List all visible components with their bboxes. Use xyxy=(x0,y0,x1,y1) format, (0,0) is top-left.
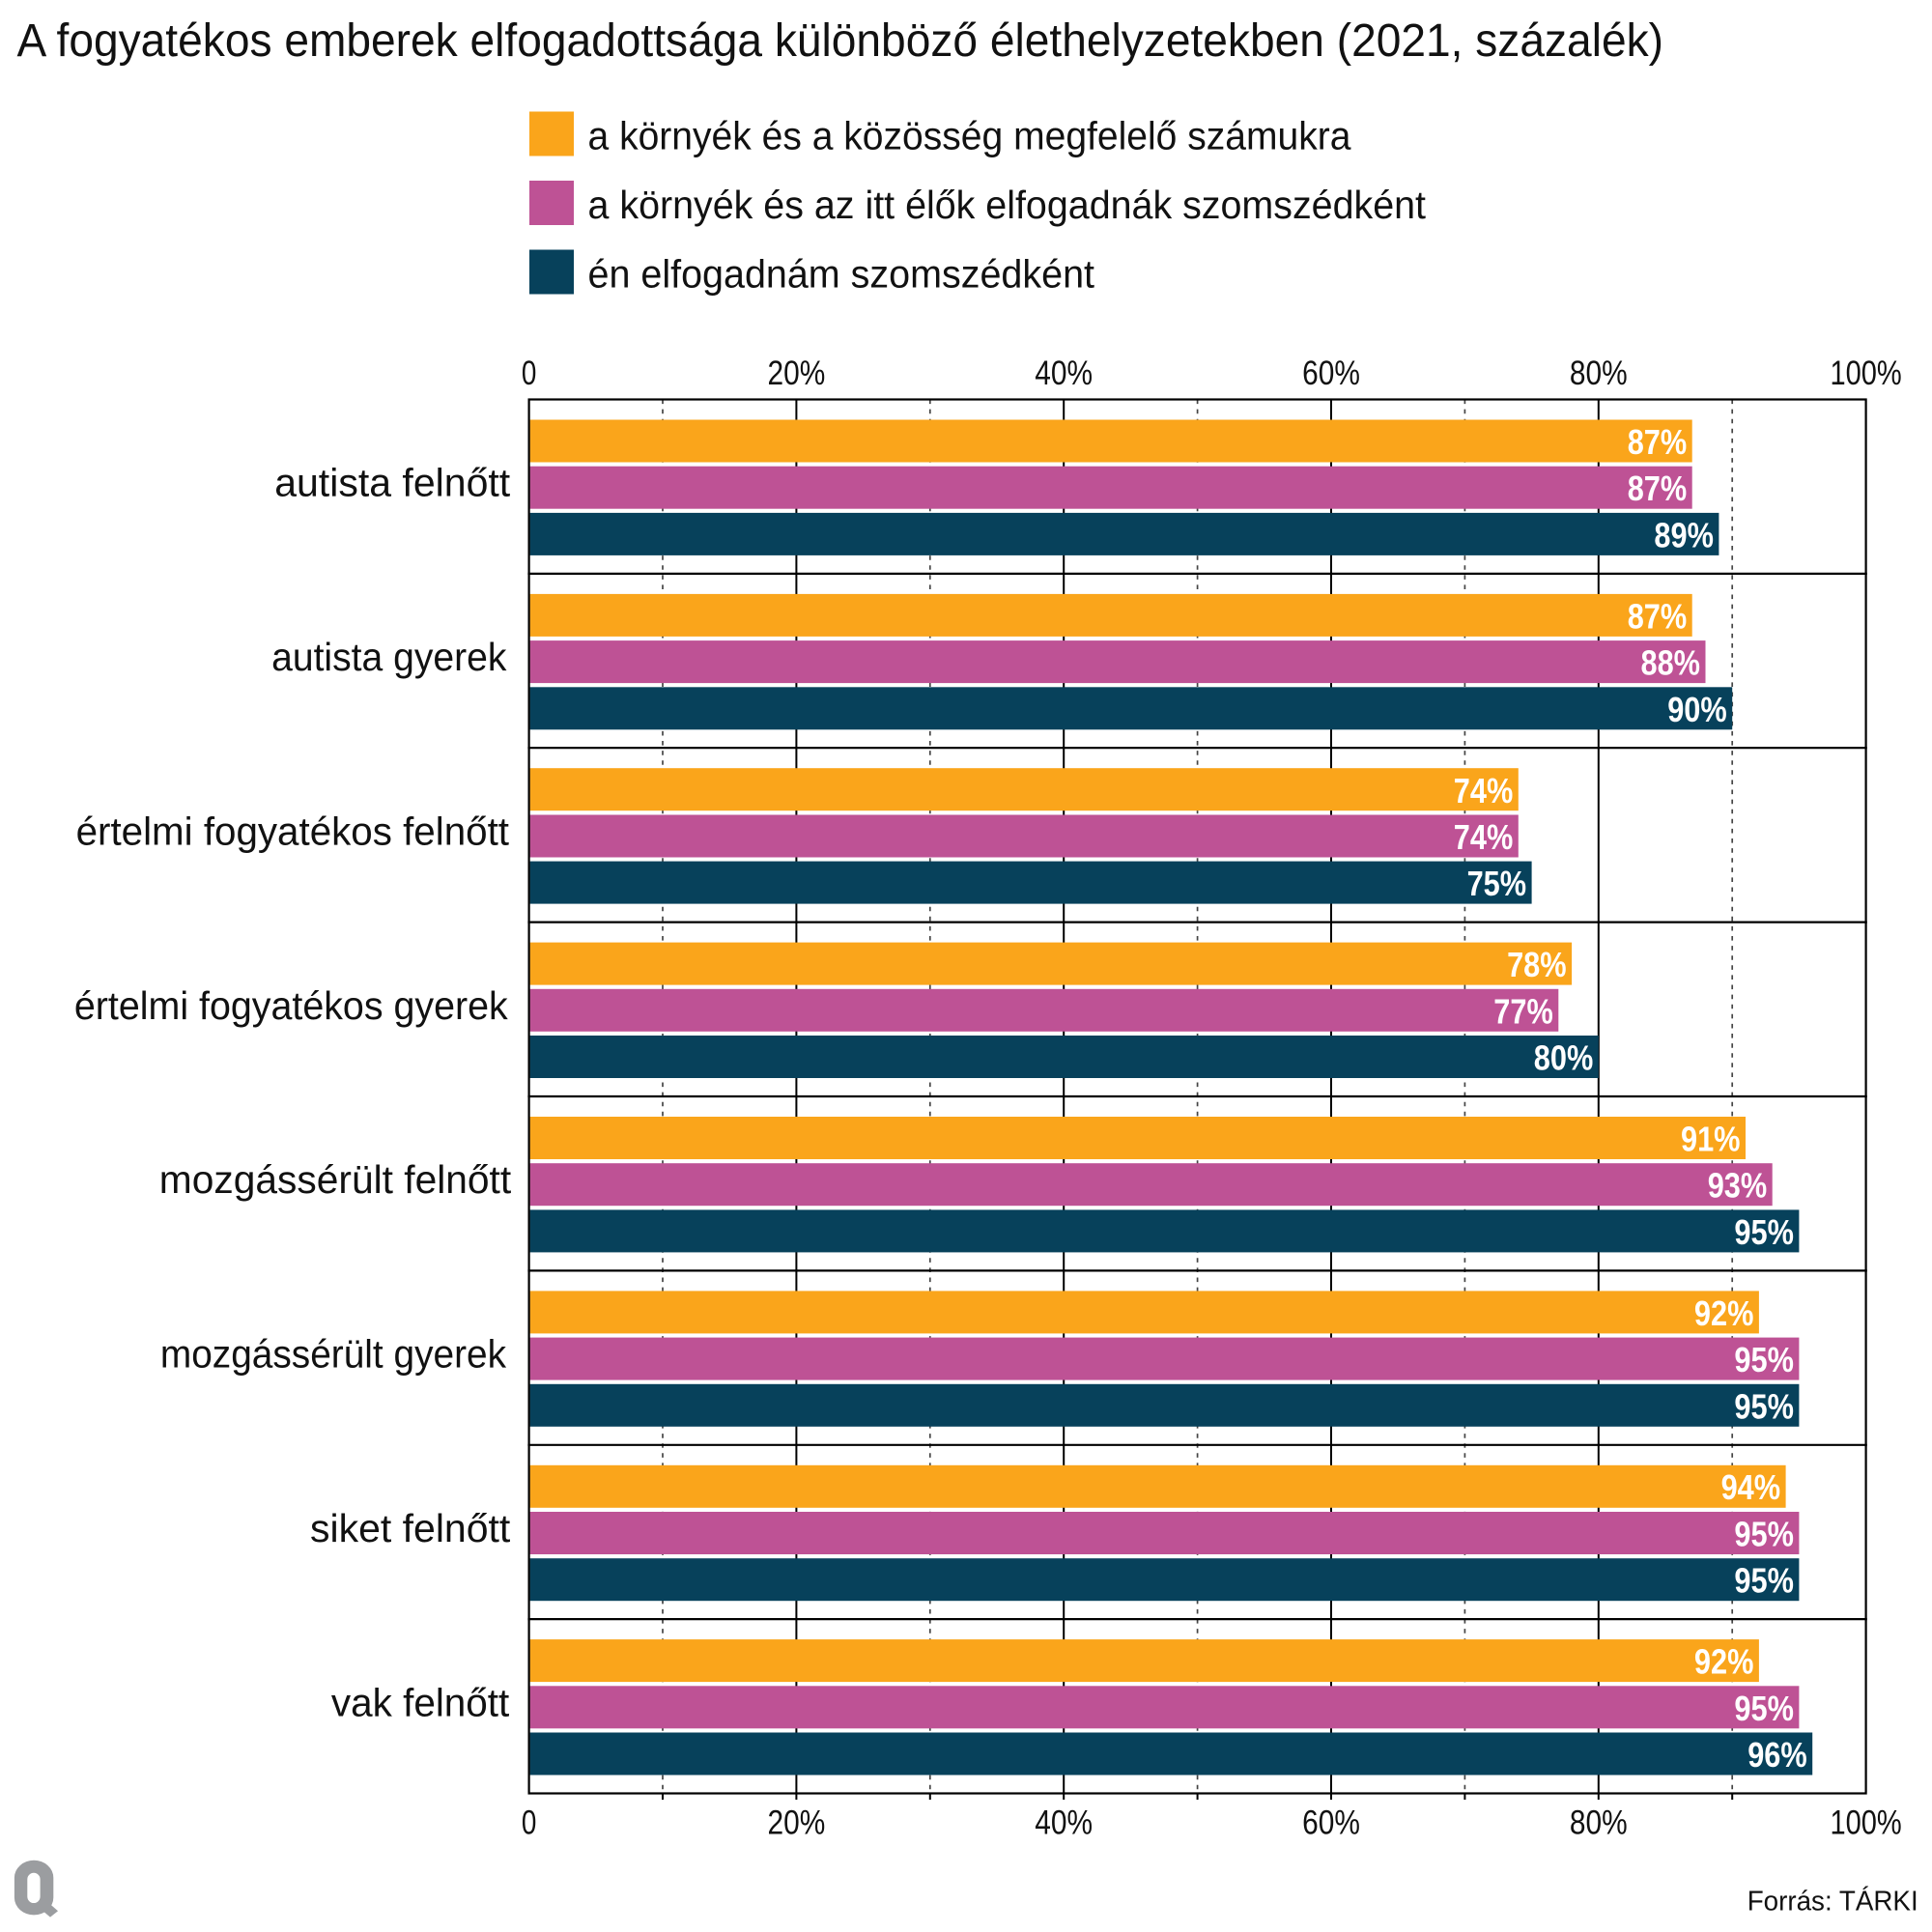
svg-text:94%: 94% xyxy=(1721,1467,1781,1507)
svg-text:92%: 92% xyxy=(1694,1642,1754,1682)
svg-text:a környék és az itt élők elfog: a környék és az itt élők elfogadnák szom… xyxy=(588,183,1427,227)
svg-text:87%: 87% xyxy=(1628,596,1688,636)
svg-text:60%: 60% xyxy=(1302,354,1360,392)
svg-text:Forrás: TÁRKI: Forrás: TÁRKI xyxy=(1747,1886,1918,1918)
svg-text:95%: 95% xyxy=(1734,1515,1794,1554)
svg-text:autista gyerek: autista gyerek xyxy=(271,635,507,679)
svg-text:a környék és a közösség megfel: a környék és a közösség megfelelő számuk… xyxy=(588,114,1351,158)
svg-text:93%: 93% xyxy=(1708,1166,1768,1206)
svg-text:40%: 40% xyxy=(1035,1804,1093,1842)
svg-text:siket felnőtt: siket felnőtt xyxy=(310,1506,511,1550)
svg-text:90%: 90% xyxy=(1667,690,1727,729)
svg-text:96%: 96% xyxy=(1747,1735,1807,1775)
svg-text:87%: 87% xyxy=(1628,469,1688,508)
svg-text:88%: 88% xyxy=(1641,643,1701,683)
svg-text:80%: 80% xyxy=(1534,1038,1594,1078)
svg-text:95%: 95% xyxy=(1734,1340,1794,1379)
svg-text:100%: 100% xyxy=(1831,354,1902,392)
svg-text:77%: 77% xyxy=(1493,991,1553,1031)
svg-text:87%: 87% xyxy=(1628,422,1688,462)
svg-text:A fogyatékos emberek elfogadot: A fogyatékos emberek elfogadottsága külö… xyxy=(17,15,1664,67)
svg-text:60%: 60% xyxy=(1302,1804,1360,1842)
svg-text:20%: 20% xyxy=(768,1804,826,1842)
svg-text:95%: 95% xyxy=(1734,1386,1794,1426)
svg-text:78%: 78% xyxy=(1507,945,1567,984)
svg-text:74%: 74% xyxy=(1454,817,1514,857)
svg-text:0: 0 xyxy=(522,354,537,392)
svg-text:92%: 92% xyxy=(1694,1293,1754,1333)
svg-text:80%: 80% xyxy=(1570,354,1628,392)
svg-text:mozgássérült gyerek: mozgássérült gyerek xyxy=(160,1332,507,1377)
svg-text:89%: 89% xyxy=(1654,515,1714,554)
svg-text:91%: 91% xyxy=(1681,1120,1741,1159)
svg-text:95%: 95% xyxy=(1734,1561,1794,1601)
svg-text:95%: 95% xyxy=(1734,1689,1794,1728)
svg-text:értelmi fogyatékos gyerek: értelmi fogyatékos gyerek xyxy=(74,983,508,1028)
svg-text:75%: 75% xyxy=(1467,864,1527,903)
svg-text:0: 0 xyxy=(522,1804,537,1842)
svg-text:40%: 40% xyxy=(1035,354,1093,392)
svg-text:én elfogadnám szomszédként: én elfogadnám szomszédként xyxy=(588,252,1095,297)
svg-text:autista felnőtt: autista felnőtt xyxy=(274,461,511,505)
svg-text:95%: 95% xyxy=(1734,1212,1794,1252)
svg-text:mozgássérült felnőtt: mozgássérült felnőtt xyxy=(159,1157,512,1202)
svg-text:értelmi fogyatékos felnőtt: értelmi fogyatékos felnőtt xyxy=(76,809,510,853)
svg-text:80%: 80% xyxy=(1570,1804,1628,1842)
svg-text:vak felnőtt: vak felnőtt xyxy=(331,1680,510,1724)
svg-text:100%: 100% xyxy=(1831,1804,1902,1842)
svg-text:74%: 74% xyxy=(1454,771,1514,810)
svg-text:20%: 20% xyxy=(768,354,826,392)
